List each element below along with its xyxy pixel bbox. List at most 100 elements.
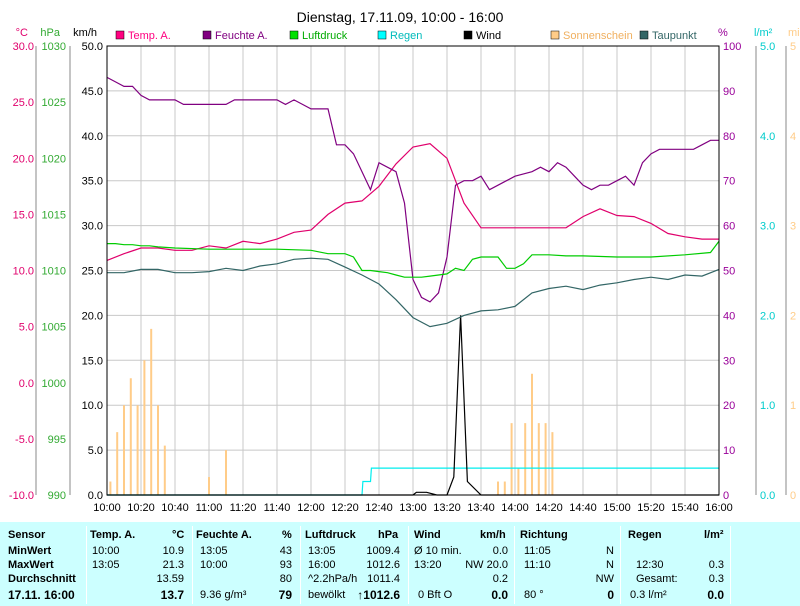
plot-frame: [106, 45, 720, 496]
y-tick-label-wind: 30.0: [82, 221, 103, 233]
legend-label: Wind: [476, 30, 501, 42]
y-tick-label-humidity: 60: [723, 221, 735, 233]
wind-value: 0.0: [492, 545, 508, 557]
row-label: MaxWert: [8, 559, 54, 571]
legend-swatch: [463, 30, 473, 40]
abs-humidity: 9.36 g/m³: [200, 589, 247, 601]
x-tick-label: 11:20: [230, 502, 257, 514]
y-tick-label-temp: 5.0: [19, 322, 34, 334]
y-tick-label-temp: 20.0: [13, 153, 34, 165]
axis-unit-rain: l/m²: [754, 27, 773, 39]
header-wind: Wind: [414, 529, 441, 541]
legend-label: Sonnenschein: [563, 30, 633, 42]
x-tick-label: 16:00: [705, 502, 733, 514]
legend: Temp. A. Feuchte A. Luftdruck Regen Wind Sonn…: [115, 30, 697, 42]
temp-value: 13.59: [156, 573, 184, 585]
y-tick-label-sun: 0: [790, 490, 796, 502]
header-rain: Regen: [628, 529, 662, 541]
legend-label: Luftdruck: [302, 30, 348, 42]
y-tick-label-wind: 45.0: [82, 86, 103, 98]
x-axis: 10:00 10:20 10:40 11:00 11:20 11:40 12:00 12:20…: [93, 502, 733, 514]
y-tick-label-sun: 2: [790, 310, 796, 322]
y-tick-label-temp: 0.0: [19, 378, 34, 390]
press-trend: ^2.2hPa/h: [308, 573, 358, 585]
y-tick-label-rain: 2.0: [760, 310, 775, 322]
x-tick-label: 13:40: [467, 502, 495, 514]
x-tick-label: 14:20: [535, 502, 563, 514]
x-tick-label: 15:00: [603, 502, 631, 514]
legend-label: Feuchte A.: [215, 30, 268, 42]
stats-row-min: MinWert 10:00 10.9 13:05 43 13:05 1009.4…: [0, 545, 800, 557]
legend-label: Temp. A.: [128, 30, 171, 42]
y-tick-label-rain: 3.0: [760, 221, 775, 233]
y-tick-label-humidity: 90: [723, 86, 735, 98]
axis-unit-temp: °C: [16, 27, 28, 39]
y-tick-label-pressure: 1030: [42, 41, 66, 53]
x-tick-label: 10:20: [127, 502, 155, 514]
wind-value: NW 20.0: [465, 559, 508, 571]
y-tick-label-temp: -5.0: [15, 434, 34, 446]
x-tick-label: 15:40: [671, 502, 699, 514]
rain-value: 0.3: [708, 573, 724, 585]
temp-value: 10.9: [162, 545, 184, 557]
sunshine-bars: [109, 328, 554, 495]
y-tick-label-temp: 25.0: [13, 97, 34, 109]
y-tick-label-temp: -10.0: [9, 490, 34, 502]
right-axes: 1009080706050403020100%5.04.03.02.01.00.…: [718, 27, 800, 502]
header-sensor: Sensor: [8, 529, 46, 541]
hum-value: 79: [278, 588, 292, 602]
y-tick-label-wind: 15.0: [82, 355, 103, 367]
header-temp-unit: °C: [172, 529, 185, 541]
rain-value: 0.0: [707, 588, 724, 602]
axis-unit-pressure: hPa: [40, 27, 60, 39]
y-tick-label-humidity: 80: [723, 131, 735, 143]
press-value: ↑1012.6: [357, 588, 400, 602]
y-tick-label-sun: 1: [790, 400, 796, 412]
y-tick-label-rain: 1.0: [760, 400, 775, 412]
axis-unit-sun: min: [788, 27, 800, 39]
y-tick-label-sun: 5: [790, 41, 796, 53]
rain-label: Gesamt:: [636, 573, 678, 585]
series-line-temp-a-: [106, 143, 719, 261]
y-tick-label-temp: 10.0: [13, 266, 34, 278]
legend-swatch: [289, 30, 299, 40]
hum-value: 43: [279, 545, 292, 557]
press-value: 1011.4: [367, 573, 400, 585]
y-tick-label-wind: 40.0: [82, 131, 103, 143]
temp-time: 10:00: [92, 545, 120, 557]
row-label: Durchschnitt: [8, 573, 76, 585]
hum-time: 10:00: [200, 559, 228, 571]
y-tick-label-humidity: 0: [723, 490, 729, 502]
header-wind-unit: km/h: [480, 529, 506, 541]
left-axes: 30.0 25.0 20.0 15.0 10.0 5.0 0.0 -5.0 -10.0 °C 103…: [9, 27, 103, 502]
wind-value: 0.2: [492, 573, 508, 585]
stats-row-max: MaxWert 13:05 21.3 10:00 93 16:00 1012.6…: [0, 559, 800, 571]
column-divider: [620, 526, 621, 604]
x-tick-label: 12:40: [365, 502, 393, 514]
series-line-taupunkt: [107, 257, 720, 328]
wind-time: Ø 10 min.: [414, 545, 462, 557]
press-value: 1009.4: [366, 545, 400, 557]
series-line-luftdruck: [107, 240, 720, 278]
x-tick-label: 14:00: [501, 502, 529, 514]
column-divider: [192, 526, 193, 604]
x-tick-label: 13:20: [433, 502, 461, 514]
dir-value: NW: [595, 573, 614, 585]
header-hum-unit: %: [282, 529, 292, 541]
y-tick-label-wind: 50.0: [82, 41, 103, 53]
header-rain-unit: l/m²: [704, 529, 724, 541]
dir-value: 0: [607, 588, 614, 602]
dir-value: N: [606, 545, 614, 557]
x-tick-label: 12:00: [297, 502, 325, 514]
temp-value: 21.3: [162, 559, 184, 571]
header-press: Luftdruck: [305, 529, 356, 541]
x-tick-label: 14:40: [569, 502, 597, 514]
x-tick-label: 11:00: [196, 502, 223, 514]
x-tick-label: 10:40: [161, 502, 189, 514]
y-tick-label-pressure: 995: [48, 434, 66, 446]
temp-time: 13:05: [92, 559, 120, 571]
y-tick-label-humidity: 70: [723, 176, 735, 188]
y-tick-label-sun: 4: [790, 131, 796, 143]
y-tick-label-pressure: 1020: [42, 153, 66, 165]
press-value: 1012.6: [366, 559, 400, 571]
